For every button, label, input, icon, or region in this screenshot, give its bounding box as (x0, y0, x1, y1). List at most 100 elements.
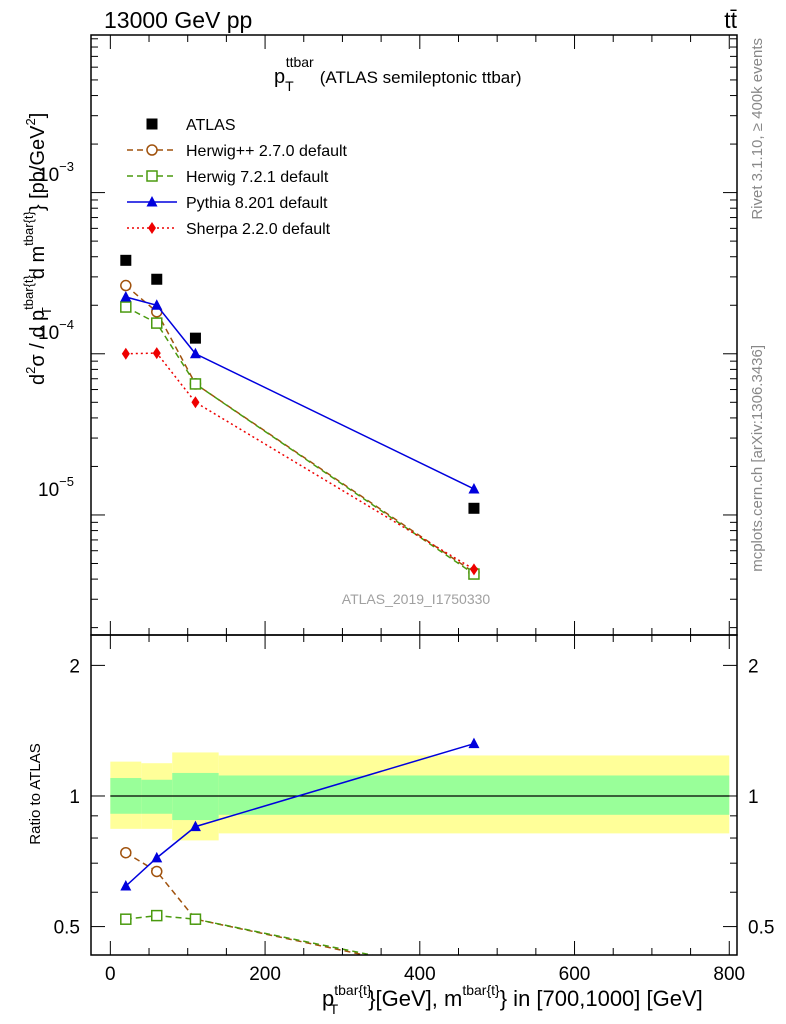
series-atlas (120, 254, 480, 514)
y-tick-label: 1 (69, 787, 80, 808)
ylabel-part: tbar{t} (21, 274, 36, 309)
y-tick-label: 10−5 (38, 474, 74, 501)
ratio-ticks: 0.5 0.5 1 1 2 2 0 200 400 600 800 (54, 635, 774, 985)
uncertainty-band-inner (141, 779, 173, 814)
series-line (125, 306, 475, 575)
xlabel-part: T (330, 1001, 339, 1017)
legend: ATLAS Herwig++ 2.7.0 default Herwig 7.2.1 … (127, 117, 348, 238)
data-point (151, 299, 163, 310)
data-point (469, 971, 479, 981)
data-point (151, 317, 163, 329)
series-sherpa-2-2-0-default (121, 347, 478, 576)
rivet-label: Rivet 3.1.10, ≥ 400k events (749, 38, 766, 220)
xlabel-part: tbar{t} (334, 982, 372, 998)
xlabel: ptbar{t} T}[GeV], mtbar{t}} in [700,1000]… (322, 982, 703, 1017)
legend-entry: ATLAS (146, 117, 236, 134)
y-tick-base: 10 (38, 480, 59, 501)
legend-entry: Herwig++ 2.7.0 default (127, 143, 348, 160)
data-point (468, 737, 480, 749)
ylabel-part: ] (27, 113, 49, 119)
legend-label: Herwig 7.2.1 default (186, 169, 329, 186)
data-point (120, 254, 132, 266)
plot-title: pTttbar (ATLAS semileptonic ttbar) (274, 54, 522, 94)
data-point (189, 347, 201, 359)
ylabel-part: T (39, 307, 54, 315)
x-tick-label: 800 (713, 964, 745, 985)
data-point (468, 482, 480, 494)
ylabel-part: tbar{t} (21, 210, 36, 245)
header-left: 13000 GeV pp (104, 7, 252, 33)
plot-title-sup: ttbar (286, 54, 314, 70)
data-point (189, 332, 201, 344)
series-herwig-2-7-0-default (120, 846, 368, 955)
data-point (146, 144, 158, 156)
legend-label: ATLAS (186, 117, 236, 134)
data-point (120, 291, 132, 302)
series-pythia-8-201-default (120, 291, 480, 494)
data-point (189, 913, 202, 925)
data-point (191, 396, 200, 409)
legend-entry: Pythia 8.201 default (127, 195, 328, 212)
x-tick-label: 0 (105, 964, 116, 985)
y-tick-exp: −3 (59, 159, 74, 174)
legend-entry: Sherpa 2.2.0 default (127, 221, 331, 238)
y-tick-label: 10−3 (38, 159, 74, 186)
data-point (120, 846, 132, 859)
data-point (120, 301, 132, 313)
y-tick-base: 10 (38, 165, 59, 186)
ratio-series (120, 737, 480, 981)
data-point (146, 118, 158, 130)
main-ticks (91, 35, 737, 635)
data-point (189, 820, 201, 832)
mcplots-label: mcplots.cern.ch [arXiv:1306.3436] (749, 345, 766, 572)
data-point (148, 222, 156, 234)
data-point (151, 851, 163, 863)
ratio-ylabel: Ratio to ATLAS (27, 743, 44, 844)
data-point (151, 865, 163, 878)
ylabel-part: } [pb/GeV (27, 125, 49, 211)
ratio-frame (90, 634, 738, 956)
series-line (296, 962, 474, 969)
x-tick-label: 400 (404, 964, 436, 985)
main-panel: pTttbar(ATLAS semileptonic ttbar) 10−5 1… (21, 34, 738, 636)
series-sherpa-2-2-0-default (292, 956, 478, 975)
main-ylabel: d2σ / d ptbar{t}Td mtbar{t}} [pb/GeV2] (21, 113, 54, 385)
series-line (125, 914, 376, 955)
ylabel-part: d (27, 374, 49, 385)
series-line (125, 284, 475, 574)
data-point (121, 347, 130, 360)
data-point (146, 196, 158, 207)
ylabel-part: d m (27, 246, 49, 279)
data-point (468, 502, 480, 514)
series-line (125, 296, 475, 490)
ylabel-part: σ / d p (27, 310, 49, 367)
data-point (120, 279, 132, 292)
y-tick-label-right: 2 (748, 656, 759, 677)
data-point (151, 909, 163, 922)
uncertainty-band-inner (218, 775, 730, 815)
x-tick-label: 200 (249, 964, 281, 985)
data-point (120, 880, 132, 891)
x-tick-label: 600 (559, 964, 591, 985)
ylabel-part: 2 (23, 367, 38, 374)
analysis-watermark: ATLAS_2019_I1750330 (342, 591, 491, 607)
legend-label: Sherpa 2.2.0 default (186, 221, 331, 238)
xlabel-part: } in [700,1000] [GeV] (500, 986, 703, 1011)
xlabel-part: tbar{t} (462, 982, 500, 998)
xlabel-part: }[GeV], m (368, 986, 462, 1011)
y-tick-label-right: 1 (748, 787, 759, 808)
y-tick-label: 0.5 (54, 918, 80, 939)
series-herwig-7-2-1-default (120, 909, 479, 981)
data-point (470, 956, 478, 968)
y-tick-exp: −5 (59, 474, 74, 489)
plot-title-suffix: (ATLAS semileptonic ttbar) (320, 68, 522, 87)
data-point (120, 913, 132, 925)
ratio-panel: 0.5 0.5 1 1 2 2 0 200 400 600 800 Ratio to ATLAS p… (27, 634, 774, 1017)
data-point (151, 273, 163, 285)
plot-title-main: p (274, 66, 285, 88)
series-herwig-7-2-1-default (120, 301, 480, 580)
data-point (152, 347, 161, 360)
y-tick-label: 10−4 (38, 317, 74, 344)
y-tick-base: 10 (38, 323, 59, 344)
